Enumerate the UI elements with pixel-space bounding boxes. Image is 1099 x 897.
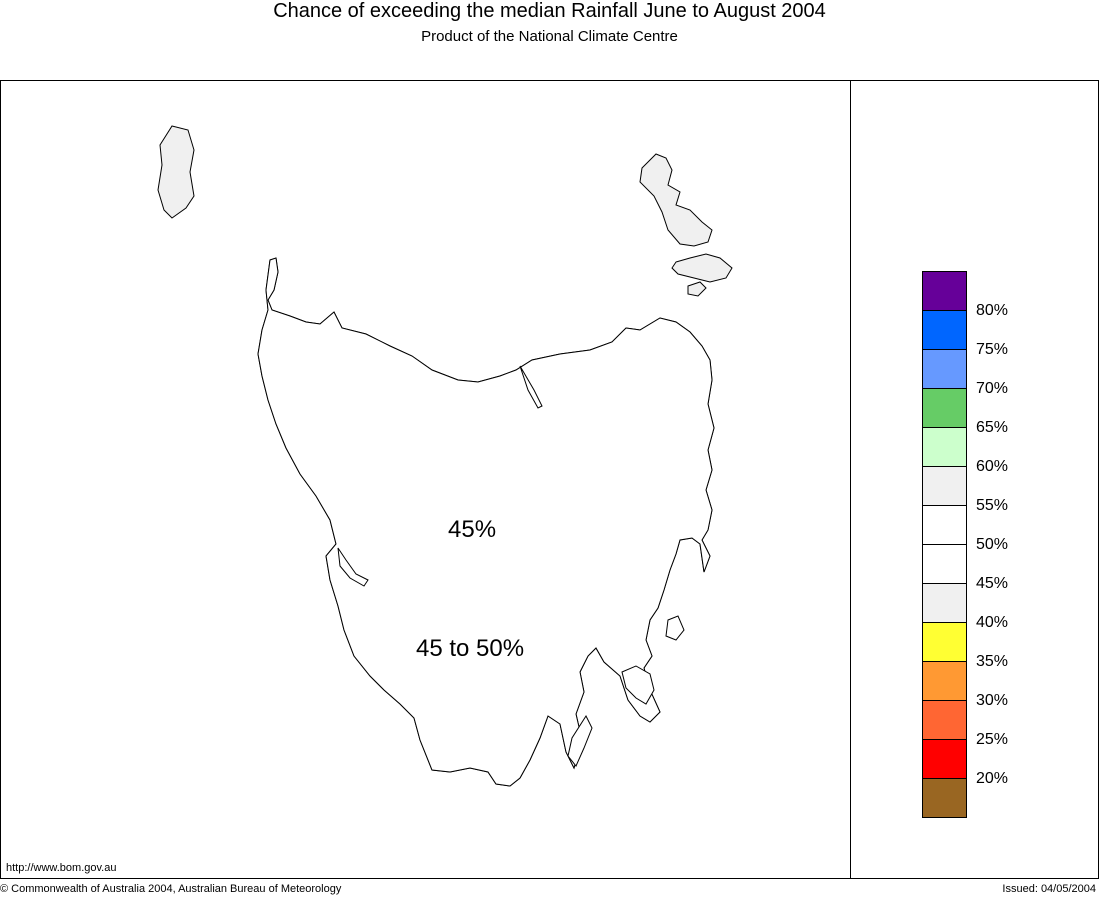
bruny-island [567,714,593,767]
maria-island [665,615,685,641]
region-label-45-to-50: 45 to 50% [416,635,525,662]
king-island [157,125,195,219]
legend-swatch [922,779,967,818]
legend-label: 70% [976,380,1009,397]
legend-swatch [922,584,967,623]
legend-label: 80% [976,302,1009,319]
legend-label: 40% [976,614,1009,631]
legend-swatch [922,389,967,428]
legend-label: 30% [976,692,1009,709]
legend-swatch [922,545,967,584]
legend-divider [850,80,851,878]
legend-label: 75% [976,341,1009,358]
legend-label: 65% [976,419,1009,436]
cape-barren-island [671,253,733,283]
legend-label: 60% [976,458,1009,475]
legend-label: 35% [976,653,1009,670]
legend-swatch [922,623,967,662]
clarke-island [687,281,707,297]
legend-label: 55% [976,497,1009,514]
legend-swatch [922,271,967,311]
legend-swatch [922,311,967,350]
legend-label: 20% [976,770,1009,787]
map-subtitle: Product of the National Climate Centre [421,28,678,45]
legend-swatch [922,350,967,389]
legend-swatch [922,740,967,779]
copyright-notice: © Commonwealth of Australia 2004, Austra… [0,883,342,895]
legend-swatch [922,701,967,740]
tamar-river [519,365,543,409]
issued-date: Issued: 04/05/2004 [1002,883,1096,895]
legend-label: 45% [976,575,1009,592]
legend-swatch [922,428,967,467]
map-title: Chance of exceeding the median Rainfall … [273,0,826,22]
legend-label: 25% [976,731,1009,748]
legend-swatch [922,662,967,701]
region-label-45: 45% [440,512,505,548]
legend-swatch [922,467,967,506]
tasmania-map [157,125,733,787]
website-url[interactable]: http://www.bom.gov.au [6,862,117,874]
legend-label: 50% [976,536,1009,553]
flinders-island [639,153,713,247]
color-legend [922,271,967,818]
legend-swatch [922,506,967,545]
macquarie-harbour [337,547,369,587]
tasman-peninsula [621,665,655,705]
